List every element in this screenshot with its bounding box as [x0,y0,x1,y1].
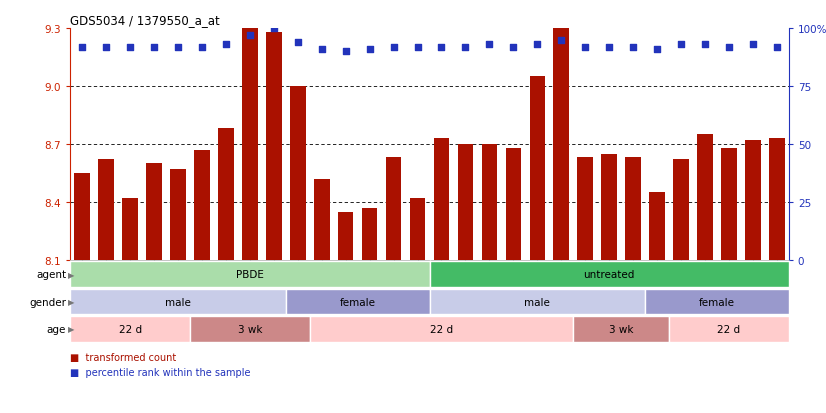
Point [316,46,329,53]
Point [148,44,161,51]
Point [76,44,89,51]
Text: GDS5034 / 1379550_a_at: GDS5034 / 1379550_a_at [70,14,220,27]
Point [434,44,448,51]
Text: age: age [47,324,66,334]
Point [507,44,520,51]
Bar [290,87,306,260]
Point [339,49,352,55]
Bar [601,154,617,260]
Point [363,46,377,53]
Bar [410,199,425,260]
Bar [242,0,258,260]
Text: 3 wk: 3 wk [609,324,634,334]
Bar [482,145,497,260]
Text: ▶: ▶ [68,325,74,334]
Bar [314,179,330,260]
Point [387,44,401,51]
Point [172,44,185,51]
Text: ▶: ▶ [68,297,74,306]
Bar [266,33,282,260]
Bar [434,139,449,260]
Bar [721,148,737,260]
Bar [577,158,593,260]
Point [411,44,425,51]
Point [555,37,568,44]
Text: ▶: ▶ [68,270,74,279]
Point [602,44,615,51]
Bar [625,158,641,260]
Point [292,40,305,46]
Bar [170,170,186,260]
Point [124,44,137,51]
Text: male: male [165,297,191,307]
Point [578,44,591,51]
Text: 22 d: 22 d [430,324,453,334]
Bar [506,148,521,260]
Text: gender: gender [29,297,66,307]
Point [244,33,257,39]
Text: ■  transformed count: ■ transformed count [70,352,177,362]
Point [530,42,544,48]
Bar [98,160,114,260]
Bar [218,129,234,260]
Point [220,42,233,48]
Bar [553,29,569,260]
Bar [362,208,377,260]
Bar [458,145,473,260]
Text: 22 d: 22 d [119,324,141,334]
Point [722,44,735,51]
Text: untreated: untreated [583,270,635,280]
Point [195,44,208,51]
Bar [745,141,761,260]
Text: ■  percentile rank within the sample: ■ percentile rank within the sample [70,367,251,377]
Bar [338,212,354,260]
Point [699,42,712,48]
Point [482,42,496,48]
Bar [697,135,713,260]
Point [770,44,783,51]
Point [626,44,639,51]
Point [459,44,472,51]
Bar [194,150,210,260]
Bar [649,193,665,260]
Text: male: male [525,297,550,307]
Bar [769,139,785,260]
Bar [529,77,545,260]
Text: female: female [699,297,735,307]
Text: female: female [339,297,376,307]
Point [268,26,281,32]
Bar [673,160,689,260]
Point [674,42,687,48]
Bar [146,164,162,260]
Point [746,42,759,48]
Text: 22 d: 22 d [718,324,740,334]
Text: agent: agent [36,270,66,280]
Text: 3 wk: 3 wk [238,324,262,334]
Point [651,46,664,53]
Bar [386,158,401,260]
Point [100,44,113,51]
Text: PBDE: PBDE [236,270,263,280]
Bar [122,199,138,260]
Bar [74,173,90,260]
